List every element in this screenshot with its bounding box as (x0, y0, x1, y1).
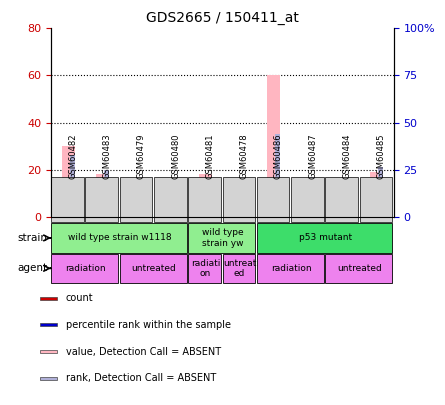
Text: count: count (66, 293, 93, 303)
Text: radiati
on: radiati on (190, 259, 220, 278)
Bar (104, 170, 109, 217)
Bar (138, 184, 143, 217)
Text: GSM60485: GSM60485 (376, 133, 386, 179)
Text: strain: strain (18, 233, 48, 243)
Bar (173, 186, 178, 217)
Bar (207, 193, 212, 217)
Bar (360, 177, 392, 222)
Text: GSM60481: GSM60481 (206, 133, 214, 179)
Bar (120, 254, 187, 283)
Text: p53 mutant: p53 mutant (299, 233, 352, 243)
Text: GSM60484: GSM60484 (343, 133, 352, 179)
Bar (85, 177, 118, 222)
Bar (257, 224, 392, 253)
Bar (310, 177, 315, 217)
Text: GSM60479: GSM60479 (137, 133, 146, 179)
Bar (51, 224, 187, 253)
Bar (120, 177, 152, 222)
Text: GSM60487: GSM60487 (308, 133, 317, 179)
Bar (344, 181, 349, 217)
Bar (165, 198, 178, 217)
Bar (188, 177, 221, 222)
Bar (222, 177, 255, 222)
Bar (291, 177, 324, 222)
Text: GSM60486: GSM60486 (274, 133, 283, 179)
Bar (257, 254, 324, 283)
Bar (222, 254, 255, 283)
Bar (40, 377, 57, 380)
Bar (62, 146, 75, 217)
Bar (188, 254, 221, 283)
Text: GSM60483: GSM60483 (102, 133, 112, 179)
Text: value, Detection Call = ABSENT: value, Detection Call = ABSENT (66, 347, 221, 356)
Text: wild type strain w1118: wild type strain w1118 (68, 233, 171, 243)
Bar (257, 177, 289, 222)
Text: untreat
ed: untreat ed (223, 259, 256, 278)
Bar (51, 254, 118, 283)
Bar (275, 134, 280, 217)
Text: GSM60478: GSM60478 (240, 133, 249, 179)
Text: rank, Detection Call = ABSENT: rank, Detection Call = ABSENT (66, 373, 216, 383)
Bar (154, 177, 186, 222)
Bar (51, 177, 84, 222)
Bar (370, 172, 383, 217)
Text: untreated: untreated (132, 264, 176, 273)
Text: GSM60482: GSM60482 (69, 133, 77, 179)
Text: radiation: radiation (271, 264, 312, 273)
Text: wild type
strain yw: wild type strain yw (202, 228, 243, 247)
Bar (188, 224, 255, 253)
Text: agent: agent (18, 263, 48, 273)
Bar (378, 167, 383, 217)
Bar (336, 198, 349, 217)
Bar (40, 350, 57, 353)
Bar (267, 75, 280, 217)
Bar (130, 181, 143, 217)
Bar (325, 254, 392, 283)
Bar (233, 191, 246, 217)
Bar (40, 296, 57, 300)
Bar (241, 202, 246, 217)
Text: untreated: untreated (337, 264, 382, 273)
Bar (40, 323, 57, 326)
Bar (199, 174, 212, 217)
Title: GDS2665 / 150411_at: GDS2665 / 150411_at (146, 11, 299, 25)
Text: GSM60480: GSM60480 (171, 133, 180, 179)
Text: radiation: radiation (65, 264, 106, 273)
Bar (302, 193, 315, 217)
Text: percentile rank within the sample: percentile rank within the sample (66, 320, 231, 330)
Bar (96, 174, 109, 217)
Bar (325, 177, 358, 222)
Bar (70, 156, 75, 217)
